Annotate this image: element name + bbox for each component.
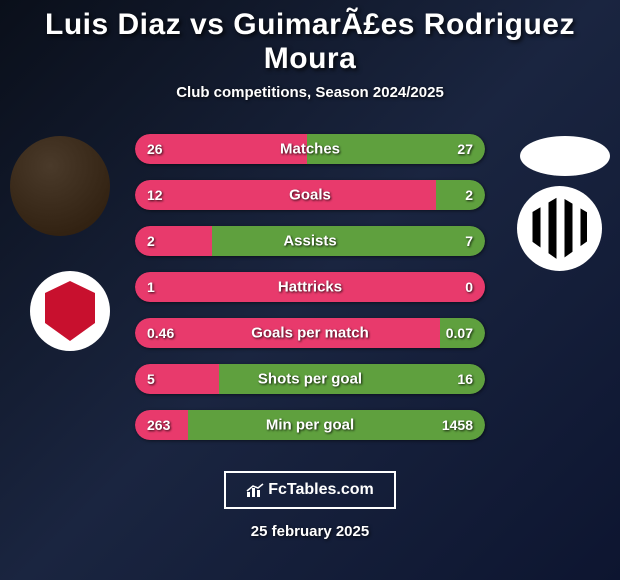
stat-bar-right [212, 226, 485, 256]
stat-value-right: 7 [465, 233, 473, 249]
stat-row: Hattricks 1 0 [135, 272, 485, 302]
site-logo: FcTables.com [224, 471, 396, 509]
comparison-content: Matches2627Goals122Assists27Hattricks10G… [0, 126, 620, 466]
stat-label: Goals [289, 187, 331, 204]
stat-value-left: 12 [147, 187, 163, 203]
stat-value-left: 26 [147, 141, 163, 157]
stat-value-right: 0 [465, 279, 473, 295]
stat-value-left: 0.46 [147, 325, 174, 341]
subtitle: Club competitions, Season 2024/2025 [0, 84, 620, 101]
page-title: Luis Diaz vs GuimarÃ£es Rodriguez Moura [0, 8, 620, 76]
stat-value-right: 27 [457, 141, 473, 157]
header: Luis Diaz vs GuimarÃ£es Rodriguez Moura … [0, 0, 620, 101]
logo-text: FcTables.com [268, 481, 374, 498]
player1-avatar [10, 136, 110, 236]
stat-row: Assists 2 7 [135, 226, 485, 256]
club2-badge [517, 186, 602, 271]
stat-value-left: 2 [147, 233, 155, 249]
stat-label: Shots per goal [258, 371, 362, 388]
stat-bar-right [436, 180, 485, 210]
stat-label: Assists [283, 233, 336, 250]
stat-label: Min per goal [266, 417, 354, 434]
footer: FcTables.com 25 february 2025 [0, 471, 620, 540]
stat-value-left: 5 [147, 371, 155, 387]
stat-value-left: 263 [147, 417, 170, 433]
stat-value-right: 0.07 [446, 325, 473, 341]
player2-avatar [520, 136, 610, 176]
stat-value-right: 2 [465, 187, 473, 203]
stat-bar-left [135, 180, 436, 210]
stat-row: Goals per match 0.46 0.07 [135, 318, 485, 348]
chart-icon [246, 483, 264, 497]
stat-value-left: 1 [147, 279, 155, 295]
stat-label: Matches [280, 141, 340, 158]
stat-row: Matches 26 27 [135, 134, 485, 164]
stat-label: Hattricks [278, 279, 342, 296]
stats-container: Matches2627Goals122Assists27Hattricks10G… [135, 134, 485, 456]
stat-row: Goals 12 2 [135, 180, 485, 210]
stat-value-right: 1458 [442, 417, 473, 433]
club1-badge [30, 271, 110, 351]
stat-label: Goals per match [251, 325, 369, 342]
stat-row: Min per goal 263 1458 [135, 410, 485, 440]
stat-row: Shots per goal 5 16 [135, 364, 485, 394]
date: 25 february 2025 [0, 523, 620, 540]
stat-value-right: 16 [457, 371, 473, 387]
